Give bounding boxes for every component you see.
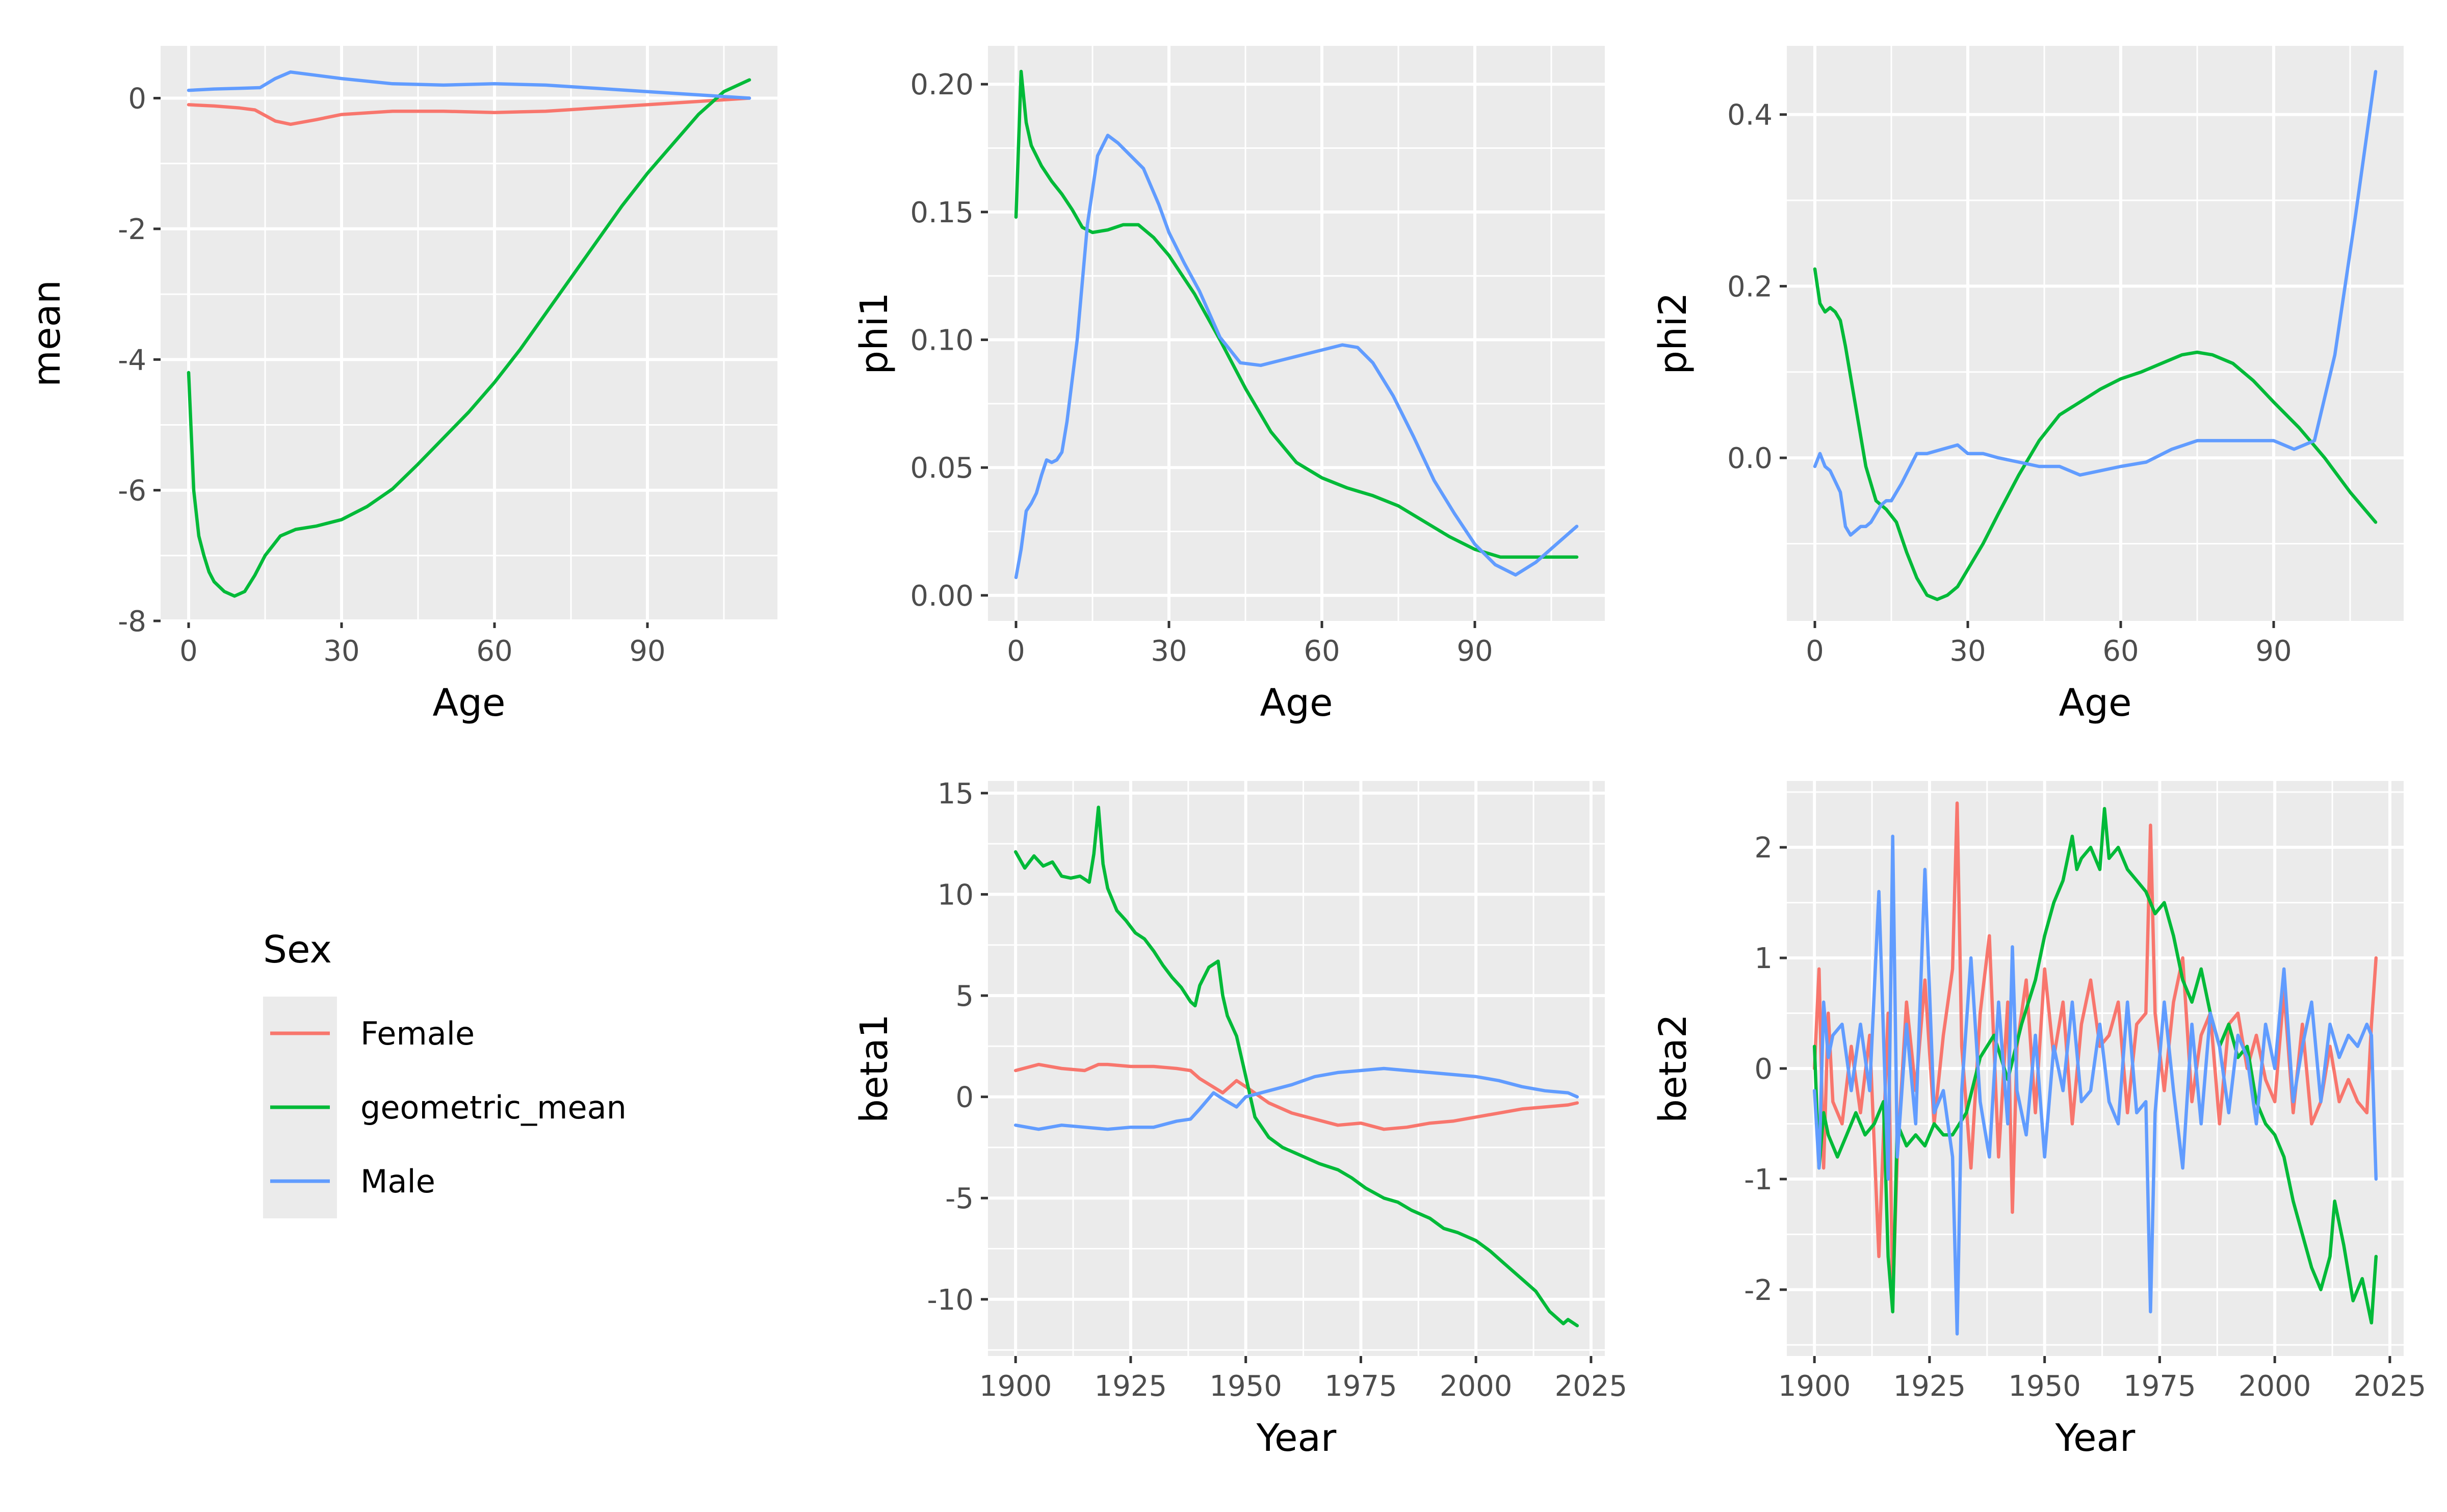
- mean-series-group: [187, 70, 751, 598]
- beta1-x-axis-title: Year: [1256, 1416, 1337, 1460]
- phi1-y-tick-label: 0.05: [910, 452, 974, 485]
- panel-beta1: 1900 1925 1950 1975 2000 2025 -10 -5 0 5 10 15 Year b…: [852, 777, 1627, 1460]
- phi1-line-geometric-mean: [1014, 69, 1579, 559]
- phi2-panel-background: [1787, 46, 2404, 621]
- phi1-y-tick-label: 0.20: [910, 68, 974, 101]
- mean-line-male: [187, 70, 751, 100]
- phi2-y-tick-label: 0.4: [1727, 99, 1773, 132]
- beta1-x-tick-label: 1975: [1324, 1370, 1397, 1403]
- phi1-x-tick-label: 30: [1151, 635, 1187, 668]
- beta2-y-tick-label: 2: [1754, 831, 1773, 865]
- panel-mean: 0 30 60 90 -8 -6 -4 -2 0 Age mean: [25, 46, 777, 725]
- mean-y-tick-label: -6: [118, 475, 146, 508]
- beta1-series-group: [1013, 805, 1579, 1327]
- phi2-series-group: [1813, 70, 2378, 602]
- legend-title: Sex: [263, 928, 332, 972]
- mean-line-female: [187, 96, 751, 126]
- beta2-y-tick-label: 1: [1754, 942, 1773, 975]
- beta2-y-axis-title: beta2: [1651, 1014, 1695, 1123]
- phi2-x-tick-label: 0: [1806, 635, 1824, 668]
- phi2-line-geometric-mean: [1813, 267, 2378, 602]
- beta2-x-axis-title: Year: [2055, 1416, 2136, 1460]
- beta1-y-tick-label: 10: [938, 878, 974, 911]
- phi1-panel-background: [988, 46, 1605, 621]
- beta1-x-tick-label: 2025: [1555, 1370, 1628, 1403]
- beta1-y-tick-label: -5: [945, 1182, 974, 1215]
- beta2-x-tick-label: 2025: [2354, 1370, 2427, 1403]
- mean-line-geometric-mean: [187, 78, 751, 598]
- beta2-x-tick-label: 1925: [1893, 1370, 1966, 1403]
- beta2-x-tick-label: 2000: [2238, 1370, 2311, 1403]
- beta1-x-tick-label: 2000: [1440, 1370, 1513, 1403]
- beta1-x-tick-label: 1925: [1095, 1370, 1167, 1403]
- beta1-x-tick-label: 1950: [1209, 1370, 1282, 1403]
- beta1-line-geometric-mean: [1013, 805, 1579, 1327]
- phi1-y-tick-label: 0.15: [910, 196, 974, 229]
- phi1-x-tick-label: 90: [1456, 635, 1493, 668]
- phi1-y-tick-label: 0.10: [910, 324, 974, 357]
- beta1-y-tick-label: -10: [927, 1284, 974, 1317]
- beta2-line-male: [1812, 835, 2378, 1336]
- phi1-x-axis-title: Age: [1260, 681, 1333, 725]
- phi1-y-tick-label: 0.00: [910, 580, 974, 613]
- beta2-y-tick-label: -1: [1744, 1163, 1773, 1196]
- beta1-y-tick-label: 15: [938, 777, 974, 811]
- beta2-x-tick-label: 1975: [2123, 1370, 2196, 1403]
- beta2-y-tick-label: -2: [1744, 1274, 1773, 1307]
- phi1-y-axis-title: phi1: [852, 292, 896, 375]
- mean-x-tick-label: 90: [629, 635, 665, 668]
- phi1-series-group: [1014, 69, 1579, 580]
- legend-label-male: Male: [360, 1163, 435, 1200]
- panel-phi2: 0 30 60 90 0.0 0.2 0.4 Age phi2: [1651, 46, 2404, 725]
- phi2-x-axis-title: Age: [2059, 681, 2131, 725]
- panel-beta2: 1900 1925 1950 1975 2000 2025 -2 -1 0 1 2 Year beta2: [1651, 781, 2426, 1460]
- mean-x-tick-label: 60: [476, 635, 512, 668]
- mean-x-tick-label: 30: [323, 635, 359, 668]
- phi2-y-tick-label: 0.0: [1727, 442, 1773, 475]
- beta1-line-male: [1013, 1066, 1579, 1131]
- beta1-line-female: [1013, 1062, 1579, 1131]
- phi2-line-male: [1813, 70, 2378, 537]
- phi1-line-male: [1014, 134, 1579, 580]
- beta2-x-tick-label: 1950: [2008, 1370, 2081, 1403]
- mean-y-tick-label: -2: [118, 213, 146, 246]
- phi2-y-axis-title: phi2: [1651, 292, 1695, 375]
- phi1-x-tick-label: 0: [1007, 635, 1025, 668]
- beta2-series-group: [1812, 801, 2378, 1336]
- beta2-x-tick-label: 1900: [1778, 1370, 1851, 1403]
- mean-y-tick-label: -4: [118, 344, 146, 377]
- beta1-y-tick-label: 5: [955, 980, 974, 1013]
- phi2-x-tick-label: 90: [2255, 635, 2292, 668]
- mean-x-axis-title: Age: [432, 681, 505, 725]
- mean-y-axis-title: mean: [25, 280, 69, 387]
- phi2-y-tick-label: 0.2: [1727, 270, 1773, 303]
- mean-y-tick-label: -8: [118, 605, 146, 638]
- beta2-y-tick-label: 0: [1754, 1053, 1773, 1086]
- mean-y-tick-label: 0: [128, 83, 146, 116]
- beta1-y-tick-label: 0: [955, 1081, 974, 1114]
- panel-phi1: 0 30 60 90 0.00 0.05 0.10 0.15 0.20 Age phi1: [852, 46, 1605, 725]
- beta1-x-tick-label: 1900: [979, 1370, 1052, 1403]
- phi2-x-tick-label: 30: [1949, 635, 1986, 668]
- phi2-x-tick-label: 60: [2102, 635, 2139, 668]
- legend: Sex Female geometric_mean Male: [263, 928, 627, 1218]
- mean-x-tick-label: 0: [179, 635, 198, 668]
- legend-label-female: Female: [360, 1015, 475, 1052]
- legend-label-geometric-mean: geometric_mean: [360, 1089, 627, 1126]
- beta2-line-geometric-mean: [1812, 806, 2378, 1325]
- phi1-x-tick-label: 60: [1304, 635, 1340, 668]
- beta1-y-axis-title: beta1: [852, 1014, 896, 1123]
